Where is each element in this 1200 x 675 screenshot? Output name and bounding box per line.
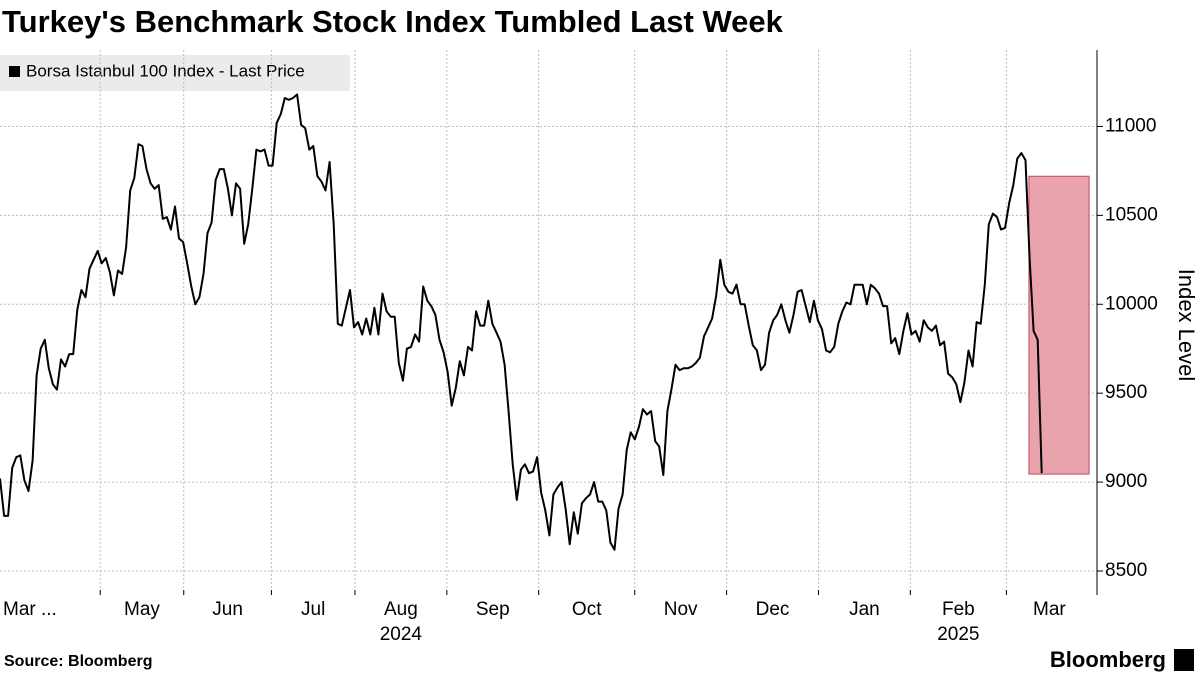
x-tick-label: Jun — [212, 599, 243, 620]
x-tick-label: Jan — [849, 599, 880, 620]
legend-label: Borsa Istanbul 100 Index - Last Price — [26, 61, 305, 80]
y-axis-title: Index Level — [1174, 269, 1199, 382]
x-tick-label: Dec — [756, 599, 790, 620]
y-tick-label: 10000 — [1105, 293, 1158, 314]
x-tick-label: Sep — [476, 599, 510, 620]
source: Source: Bloomberg — [4, 653, 152, 670]
legend-swatch — [9, 66, 20, 77]
x-tick-label: May — [124, 599, 160, 620]
brand-icon — [1174, 649, 1194, 671]
line — [0, 93, 1043, 551]
x-tick-label: Oct — [572, 599, 602, 620]
highlight-box — [1028, 175, 1090, 475]
x-tick-label: Nov — [664, 599, 698, 620]
x-tick-label: Jul — [301, 599, 325, 620]
x-tick-label: Feb — [942, 599, 975, 620]
brand: Bloomberg — [1050, 647, 1166, 672]
y-tick-label: 10500 — [1105, 204, 1158, 225]
x-tick-label: Mar — [1033, 599, 1066, 620]
chart-title: Turkey's Benchmark Stock Index Tumbled L… — [2, 4, 784, 39]
y-tick-label: 9000 — [1105, 471, 1147, 492]
y-tick-label: 11000 — [1105, 115, 1156, 136]
x-year-label: 2025 — [937, 624, 979, 645]
x-tick-label: Aug — [384, 599, 418, 620]
y-tick-label: 8500 — [1105, 560, 1147, 581]
legend-box — [0, 55, 350, 91]
x-year-label: 2024 — [380, 624, 423, 645]
y-tick-label: 9500 — [1105, 382, 1147, 403]
x-tick-label: Mar ... — [3, 599, 57, 620]
